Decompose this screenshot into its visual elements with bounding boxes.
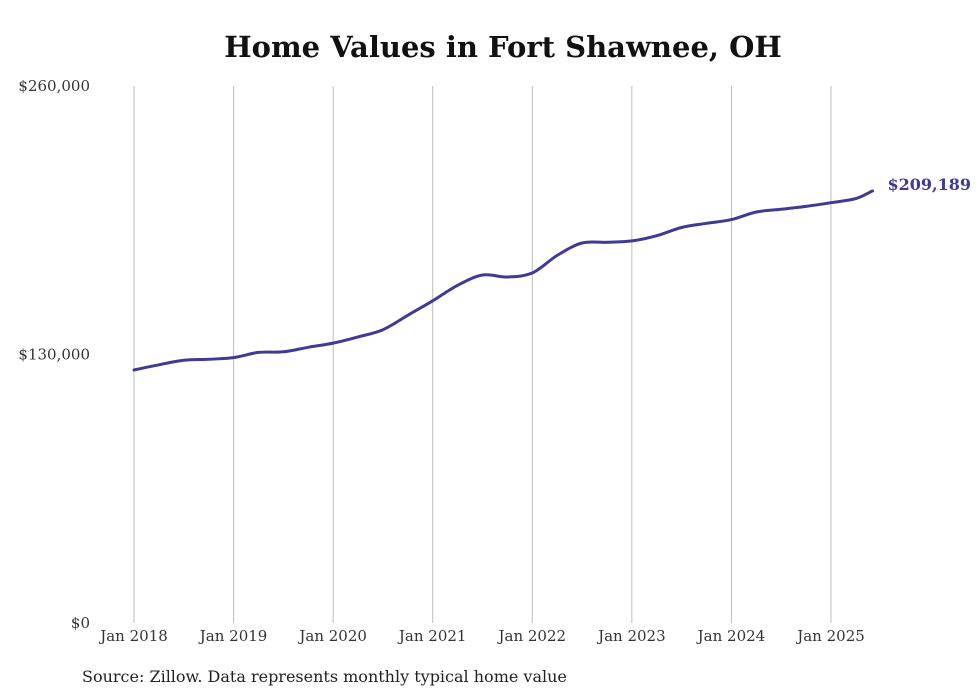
x-tick-label: Jan 2021 — [397, 627, 467, 645]
x-tick-label: Jan 2020 — [297, 627, 367, 645]
x-tick-label: Jan 2019 — [198, 627, 268, 645]
x-tick-label: Jan 2023 — [596, 627, 666, 645]
series-line-group — [132, 189, 874, 372]
grid-lines — [133, 86, 832, 623]
x-tick-label: Jan 2018 — [98, 627, 168, 645]
data-labels: $209,189 — [887, 175, 971, 194]
x-tick-label: Jan 2022 — [497, 627, 567, 645]
source-note: Source: Zillow. Data represents monthly … — [82, 667, 567, 686]
y-tick-label: $0 — [71, 614, 90, 632]
line-chart: Jan 2018 Jan 2019 Jan 2020 Jan 2021 Jan 2022… — [18, 77, 971, 645]
y-tick-label: $260,000 — [18, 77, 90, 95]
axis-tick-labels: Jan 2018 Jan 2019 Jan 2020 Jan 2021 Jan 2022… — [18, 77, 864, 645]
x-tick-label: Jan 2024 — [696, 627, 766, 645]
y-tick-label: $130,000 — [18, 346, 90, 364]
x-tick-label: Jan 2025 — [795, 627, 865, 645]
home-value-series-line — [132, 189, 874, 372]
end-value-label: $209,189 — [887, 175, 971, 194]
chart-title: Home Values in Fort Shawnee, OH — [224, 30, 782, 64]
